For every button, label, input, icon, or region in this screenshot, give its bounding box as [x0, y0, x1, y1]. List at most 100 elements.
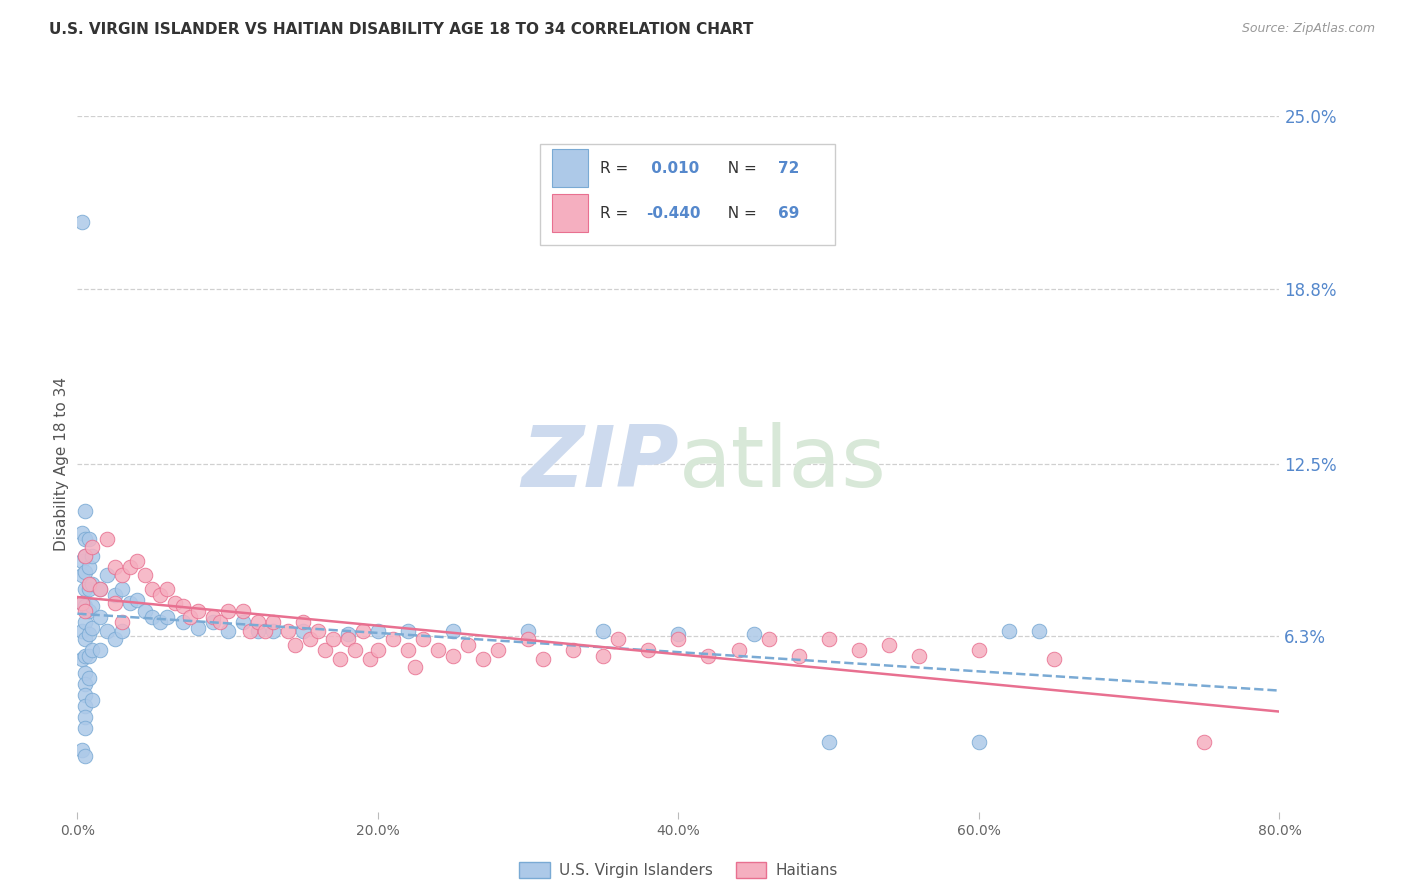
Point: [104, 559, 127, 574]
Point: [73, 749, 96, 764]
Point: [134, 604, 156, 618]
Text: -0.440: -0.440: [645, 206, 700, 221]
Text: U.S. VIRGIN ISLANDER VS HAITIAN DISABILITY AGE 18 TO 34 CORRELATION CHART: U.S. VIRGIN ISLANDER VS HAITIAN DISABILI…: [49, 22, 754, 37]
Point: [79, 671, 101, 685]
Point: [1043, 651, 1066, 665]
Point: [127, 554, 149, 568]
Text: 72: 72: [778, 161, 800, 176]
Point: [232, 615, 254, 630]
Point: [96, 568, 118, 582]
Point: [79, 648, 101, 663]
Point: [104, 588, 127, 602]
Point: [817, 735, 839, 749]
Text: 69: 69: [778, 206, 800, 221]
Point: [209, 615, 232, 630]
Point: [73, 615, 96, 630]
Point: [607, 632, 630, 647]
Point: [127, 593, 149, 607]
Point: [82, 549, 104, 563]
Point: [381, 632, 404, 647]
Point: [262, 624, 284, 638]
Point: [967, 735, 990, 749]
Point: [89, 610, 111, 624]
Point: [486, 643, 509, 657]
Point: [1194, 735, 1216, 749]
Point: [592, 624, 614, 638]
Point: [187, 621, 209, 635]
Text: Source: ZipAtlas.com: Source: ZipAtlas.com: [1241, 22, 1375, 36]
Point: [73, 566, 96, 580]
Text: N =: N =: [718, 161, 762, 176]
Point: [201, 615, 224, 630]
Point: [967, 643, 990, 657]
Text: 0.010: 0.010: [645, 161, 699, 176]
Point: [111, 582, 134, 596]
Point: [111, 568, 134, 582]
Point: [562, 643, 585, 657]
FancyBboxPatch shape: [553, 194, 588, 233]
Point: [254, 624, 277, 638]
Text: atlas: atlas: [679, 422, 886, 506]
Point: [817, 632, 839, 647]
Point: [82, 599, 104, 613]
Point: [79, 532, 101, 546]
Text: ZIP: ZIP: [520, 422, 679, 506]
Y-axis label: Disability Age 18 to 34: Disability Age 18 to 34: [53, 376, 69, 551]
Point: [322, 632, 344, 647]
Point: [217, 624, 239, 638]
Point: [73, 549, 96, 563]
Point: [89, 582, 111, 596]
Point: [70, 596, 93, 610]
Point: [96, 624, 118, 638]
Point: [79, 576, 101, 591]
Point: [262, 615, 284, 630]
Point: [89, 582, 111, 596]
Point: [998, 624, 1021, 638]
Point: [70, 215, 93, 229]
Point: [592, 648, 614, 663]
Point: [70, 743, 93, 757]
Point: [314, 643, 336, 657]
Point: [79, 559, 101, 574]
Point: [70, 596, 93, 610]
FancyBboxPatch shape: [553, 149, 588, 187]
Point: [73, 721, 96, 735]
Point: [427, 643, 450, 657]
Point: [352, 624, 374, 638]
Point: [396, 643, 419, 657]
Point: [73, 599, 96, 613]
Point: [73, 698, 96, 713]
Point: [141, 610, 163, 624]
Point: [412, 632, 434, 647]
Point: [73, 582, 96, 596]
Point: [246, 624, 269, 638]
Point: [299, 632, 322, 647]
Point: [277, 624, 299, 638]
Point: [172, 599, 194, 613]
Point: [73, 710, 96, 724]
Point: [336, 626, 359, 640]
Point: [291, 624, 314, 638]
Point: [329, 651, 352, 665]
Point: [232, 604, 254, 618]
Point: [96, 532, 118, 546]
Point: [70, 651, 93, 665]
Point: [70, 624, 93, 638]
Point: [111, 624, 134, 638]
Point: [82, 576, 104, 591]
Point: [73, 676, 96, 690]
Point: [1028, 624, 1050, 638]
Point: [79, 626, 101, 640]
Point: [344, 643, 367, 657]
Point: [307, 624, 329, 638]
Point: [472, 651, 495, 665]
Point: [104, 596, 127, 610]
Point: [359, 651, 381, 665]
Point: [396, 624, 419, 638]
Point: [668, 626, 690, 640]
Point: [201, 610, 224, 624]
Point: [141, 582, 163, 596]
Point: [531, 651, 554, 665]
Legend: U.S. Virgin Islanders, Haitians: U.S. Virgin Islanders, Haitians: [513, 856, 844, 884]
Point: [239, 624, 262, 638]
